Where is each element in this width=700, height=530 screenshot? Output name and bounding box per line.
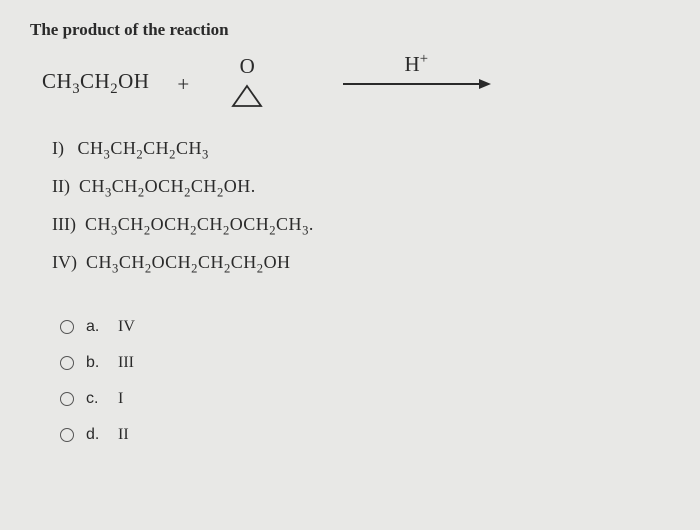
option-value: III [118, 354, 134, 372]
product-label: IV) [52, 252, 77, 272]
product-list: I) CH3CH2CH2CH3 II) CH3CH2OCH2CH2OH. III… [52, 130, 670, 282]
product-formula: CH3CH2OCH2CH2OH. [79, 176, 256, 196]
product-label: II) [52, 176, 70, 196]
answer-options: a. IV b. III c. I d. II [60, 318, 670, 444]
arrow-icon [341, 77, 491, 91]
product-formula: CH3CH2CH2CH3 [78, 138, 209, 158]
product-III: III) CH3CH2OCH2CH2OCH2CH3. [52, 206, 670, 244]
option-value: II [118, 426, 129, 444]
radio-icon[interactable] [60, 392, 74, 406]
epoxide-structure: O [223, 58, 271, 110]
product-formula: CH3CH2OCH2CH2CH2OH [86, 252, 291, 272]
reaction-arrow: H+ [341, 77, 491, 91]
product-label: I) [52, 138, 64, 158]
radio-icon[interactable] [60, 356, 74, 370]
catalyst-label: H+ [405, 51, 428, 77]
option-letter: d. [86, 426, 106, 444]
option-c[interactable]: c. I [60, 390, 670, 408]
product-formula: CH3CH2OCH2CH2OCH2CH3. [85, 214, 314, 234]
reactant-1: CH3CH2OH [42, 69, 149, 98]
radio-icon[interactable] [60, 320, 74, 334]
product-label: III) [52, 214, 76, 234]
product-I: I) CH3CH2CH2CH3 [52, 130, 670, 168]
plus-sign: + [177, 72, 189, 97]
option-letter: b. [86, 354, 106, 372]
option-value: IV [118, 318, 135, 336]
reaction-equation: CH3CH2OH + O H+ [42, 58, 670, 110]
option-letter: a. [86, 318, 106, 336]
option-letter: c. [86, 390, 106, 408]
question-title: The product of the reaction [30, 20, 670, 40]
radio-icon[interactable] [60, 428, 74, 442]
option-b[interactable]: b. III [60, 354, 670, 372]
option-a[interactable]: a. IV [60, 318, 670, 336]
option-value: I [118, 390, 123, 408]
triangle-icon [230, 84, 264, 108]
product-IV: IV) CH3CH2OCH2CH2CH2OH [52, 244, 670, 282]
option-d[interactable]: d. II [60, 426, 670, 444]
epoxide-O-label: O [240, 54, 255, 79]
product-II: II) CH3CH2OCH2CH2OH. [52, 168, 670, 206]
